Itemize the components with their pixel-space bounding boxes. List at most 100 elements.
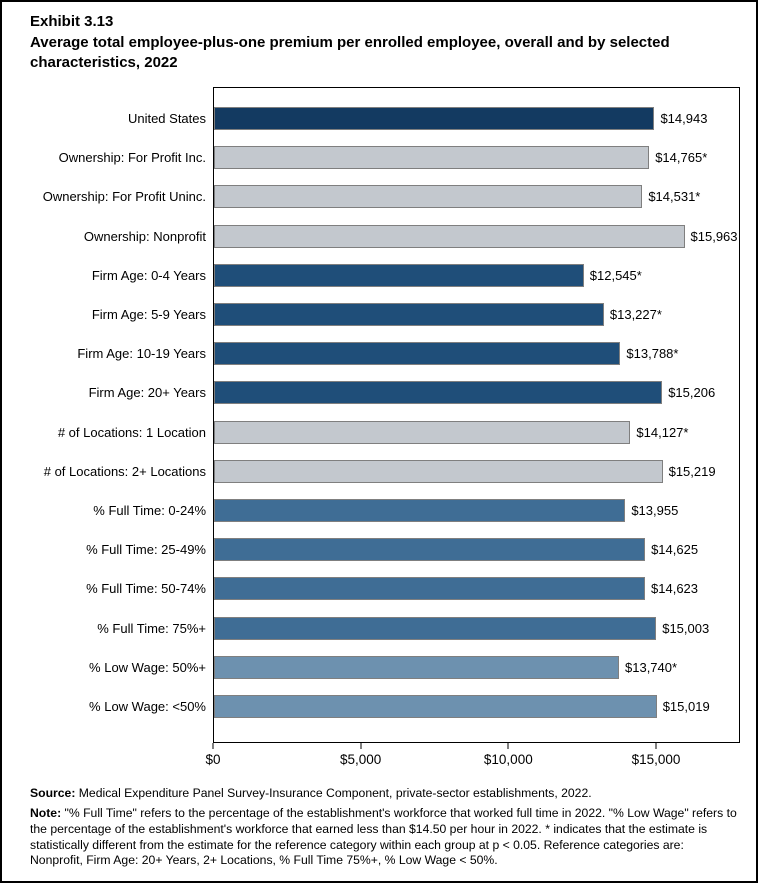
chart-row: Firm Age: 5-9 Years $13,227* (2, 295, 740, 334)
bar-track: $15,003 (214, 608, 740, 647)
chart-row: Firm Age: 20+ Years $15,206 (2, 373, 740, 412)
category-label: # of Locations: 1 Location (57, 424, 206, 440)
bar-track: $13,740* (214, 648, 740, 687)
chart-title: Average total employee-plus-one premium … (30, 33, 670, 72)
tick-label: $5,000 (340, 752, 382, 767)
bar (214, 303, 604, 327)
note-line: Note: "% Full Time" refers to the percen… (30, 806, 740, 869)
bar (214, 694, 657, 718)
bar-track: $14,623 (214, 569, 740, 608)
value-label: $13,788* (626, 346, 679, 362)
bar-track: $13,788* (214, 334, 740, 373)
chart-row: Firm Age: 0-4 Years $12,545* (2, 256, 740, 295)
tick-mark (360, 743, 362, 749)
value-label: $14,127* (636, 424, 689, 440)
source-label: Source: (30, 786, 76, 800)
bar (214, 538, 646, 562)
value-label: $13,740* (625, 659, 678, 675)
bar-track: $12,545* (214, 256, 740, 295)
category-label: % Full Time: 25-49% (86, 542, 206, 558)
bar-track: $15,219 (214, 452, 740, 491)
tick-label: $10,000 (483, 752, 533, 767)
bar-track: $13,955 (214, 491, 740, 530)
value-label: $15,219 (668, 463, 716, 479)
category-label: % Full Time: 50-74% (86, 581, 206, 597)
value-label: $14,765* (655, 150, 708, 166)
value-label: $13,955 (631, 502, 679, 518)
bar-rows: United States $14,943 Ownership: For Profi… (2, 87, 740, 743)
bar (214, 146, 650, 170)
chart-row: # of Locations: 1 Location $14,127* (2, 413, 740, 452)
chart-row: Firm Age: 10-19 Years $13,788* (2, 334, 740, 373)
bar (214, 381, 663, 405)
bar (214, 263, 584, 287)
value-label: $15,206 (668, 385, 716, 401)
category-label: United States (127, 111, 206, 127)
value-label: $15,003 (662, 620, 710, 636)
value-label: $12,545* (589, 267, 642, 283)
bar-track: $15,206 (214, 373, 740, 412)
chart-row: # of Locations: 2+ Locations $15,219 (2, 452, 740, 491)
category-label: % Full Time: 75%+ (97, 620, 206, 636)
chart-row: % Full Time: 75%+ $15,003 (2, 608, 740, 647)
value-label: $15,963 (690, 228, 738, 244)
category-label: Ownership: Nonprofit (83, 228, 206, 244)
category-label: # of Locations: 2+ Locations (43, 463, 206, 479)
chart-row: Ownership: For Profit Inc. $14,765* (2, 138, 740, 177)
bar (214, 616, 657, 640)
bar-track: $14,127* (214, 413, 740, 452)
chart-row: Ownership: For Profit Uninc. $14,531* (2, 177, 740, 216)
x-axis: $0 $5,000 $10,000 $15,000 (205, 743, 740, 775)
bar (214, 577, 646, 601)
bar (214, 655, 619, 679)
tick-mark (655, 743, 657, 749)
category-label: Ownership: For Profit Uninc. (42, 189, 206, 205)
bar (214, 185, 643, 209)
value-label: $14,943 (660, 111, 708, 127)
source-text: Medical Expenditure Panel Survey-Insuran… (78, 786, 592, 800)
category-label: Firm Age: 20+ Years (88, 385, 206, 401)
bar-track: $14,943 (214, 99, 740, 138)
bar (214, 420, 631, 444)
tick-label: $0 (205, 752, 221, 767)
tick-label: $15,000 (631, 752, 681, 767)
chart-row: % Low Wage: 50%+ $13,740* (2, 648, 740, 687)
title-block: Exhibit 3.13 Average total employee-plus… (30, 12, 738, 74)
note-label: Note: (30, 805, 62, 820)
plot-area (213, 87, 740, 743)
bar (214, 459, 663, 483)
bar-track: $14,625 (214, 530, 740, 569)
bar (214, 107, 655, 131)
value-label: $13,227* (609, 307, 662, 323)
tick-mark (212, 743, 214, 749)
exhibit-label: Exhibit 3.13 (30, 13, 114, 30)
chart-row: % Low Wage: <50% $15,019 (2, 687, 740, 726)
category-label: Firm Age: 0-4 Years (91, 267, 206, 283)
category-label: Firm Age: 5-9 Years (91, 307, 206, 323)
category-label: Ownership: For Profit Inc. (58, 150, 206, 166)
chart-row: % Full Time: 0-24% $13,955 (2, 491, 740, 530)
tick-mark (507, 743, 509, 749)
source-line: Source: Medical Expenditure Panel Survey… (30, 786, 740, 802)
bar (214, 224, 685, 248)
chart-row: % Full Time: 25-49% $14,625 (2, 530, 740, 569)
bar-track: $15,019 (214, 687, 740, 726)
bar-track: $14,765* (214, 138, 740, 177)
category-label: % Full Time: 0-24% (93, 502, 206, 518)
category-label: % Low Wage: 50%+ (89, 659, 206, 675)
value-label: $14,625 (651, 542, 699, 558)
bar-track: $13,227* (214, 295, 740, 334)
bar-track: $15,963 (214, 217, 740, 256)
footer: Source: Medical Expenditure Panel Survey… (30, 786, 740, 869)
value-label: $15,019 (662, 698, 710, 714)
chart-row: Ownership: Nonprofit $15,963 (2, 217, 740, 256)
note-text: "% Full Time" refers to the percentage o… (30, 805, 737, 868)
value-label: $14,531* (648, 189, 701, 205)
chart-row: % Full Time: 50-74% $14,623 (2, 569, 740, 608)
bar (214, 498, 626, 522)
bar (214, 342, 621, 366)
category-label: % Low Wage: <50% (89, 698, 206, 714)
category-label: Firm Age: 10-19 Years (77, 346, 206, 362)
bar-track: $14,531* (214, 177, 740, 216)
